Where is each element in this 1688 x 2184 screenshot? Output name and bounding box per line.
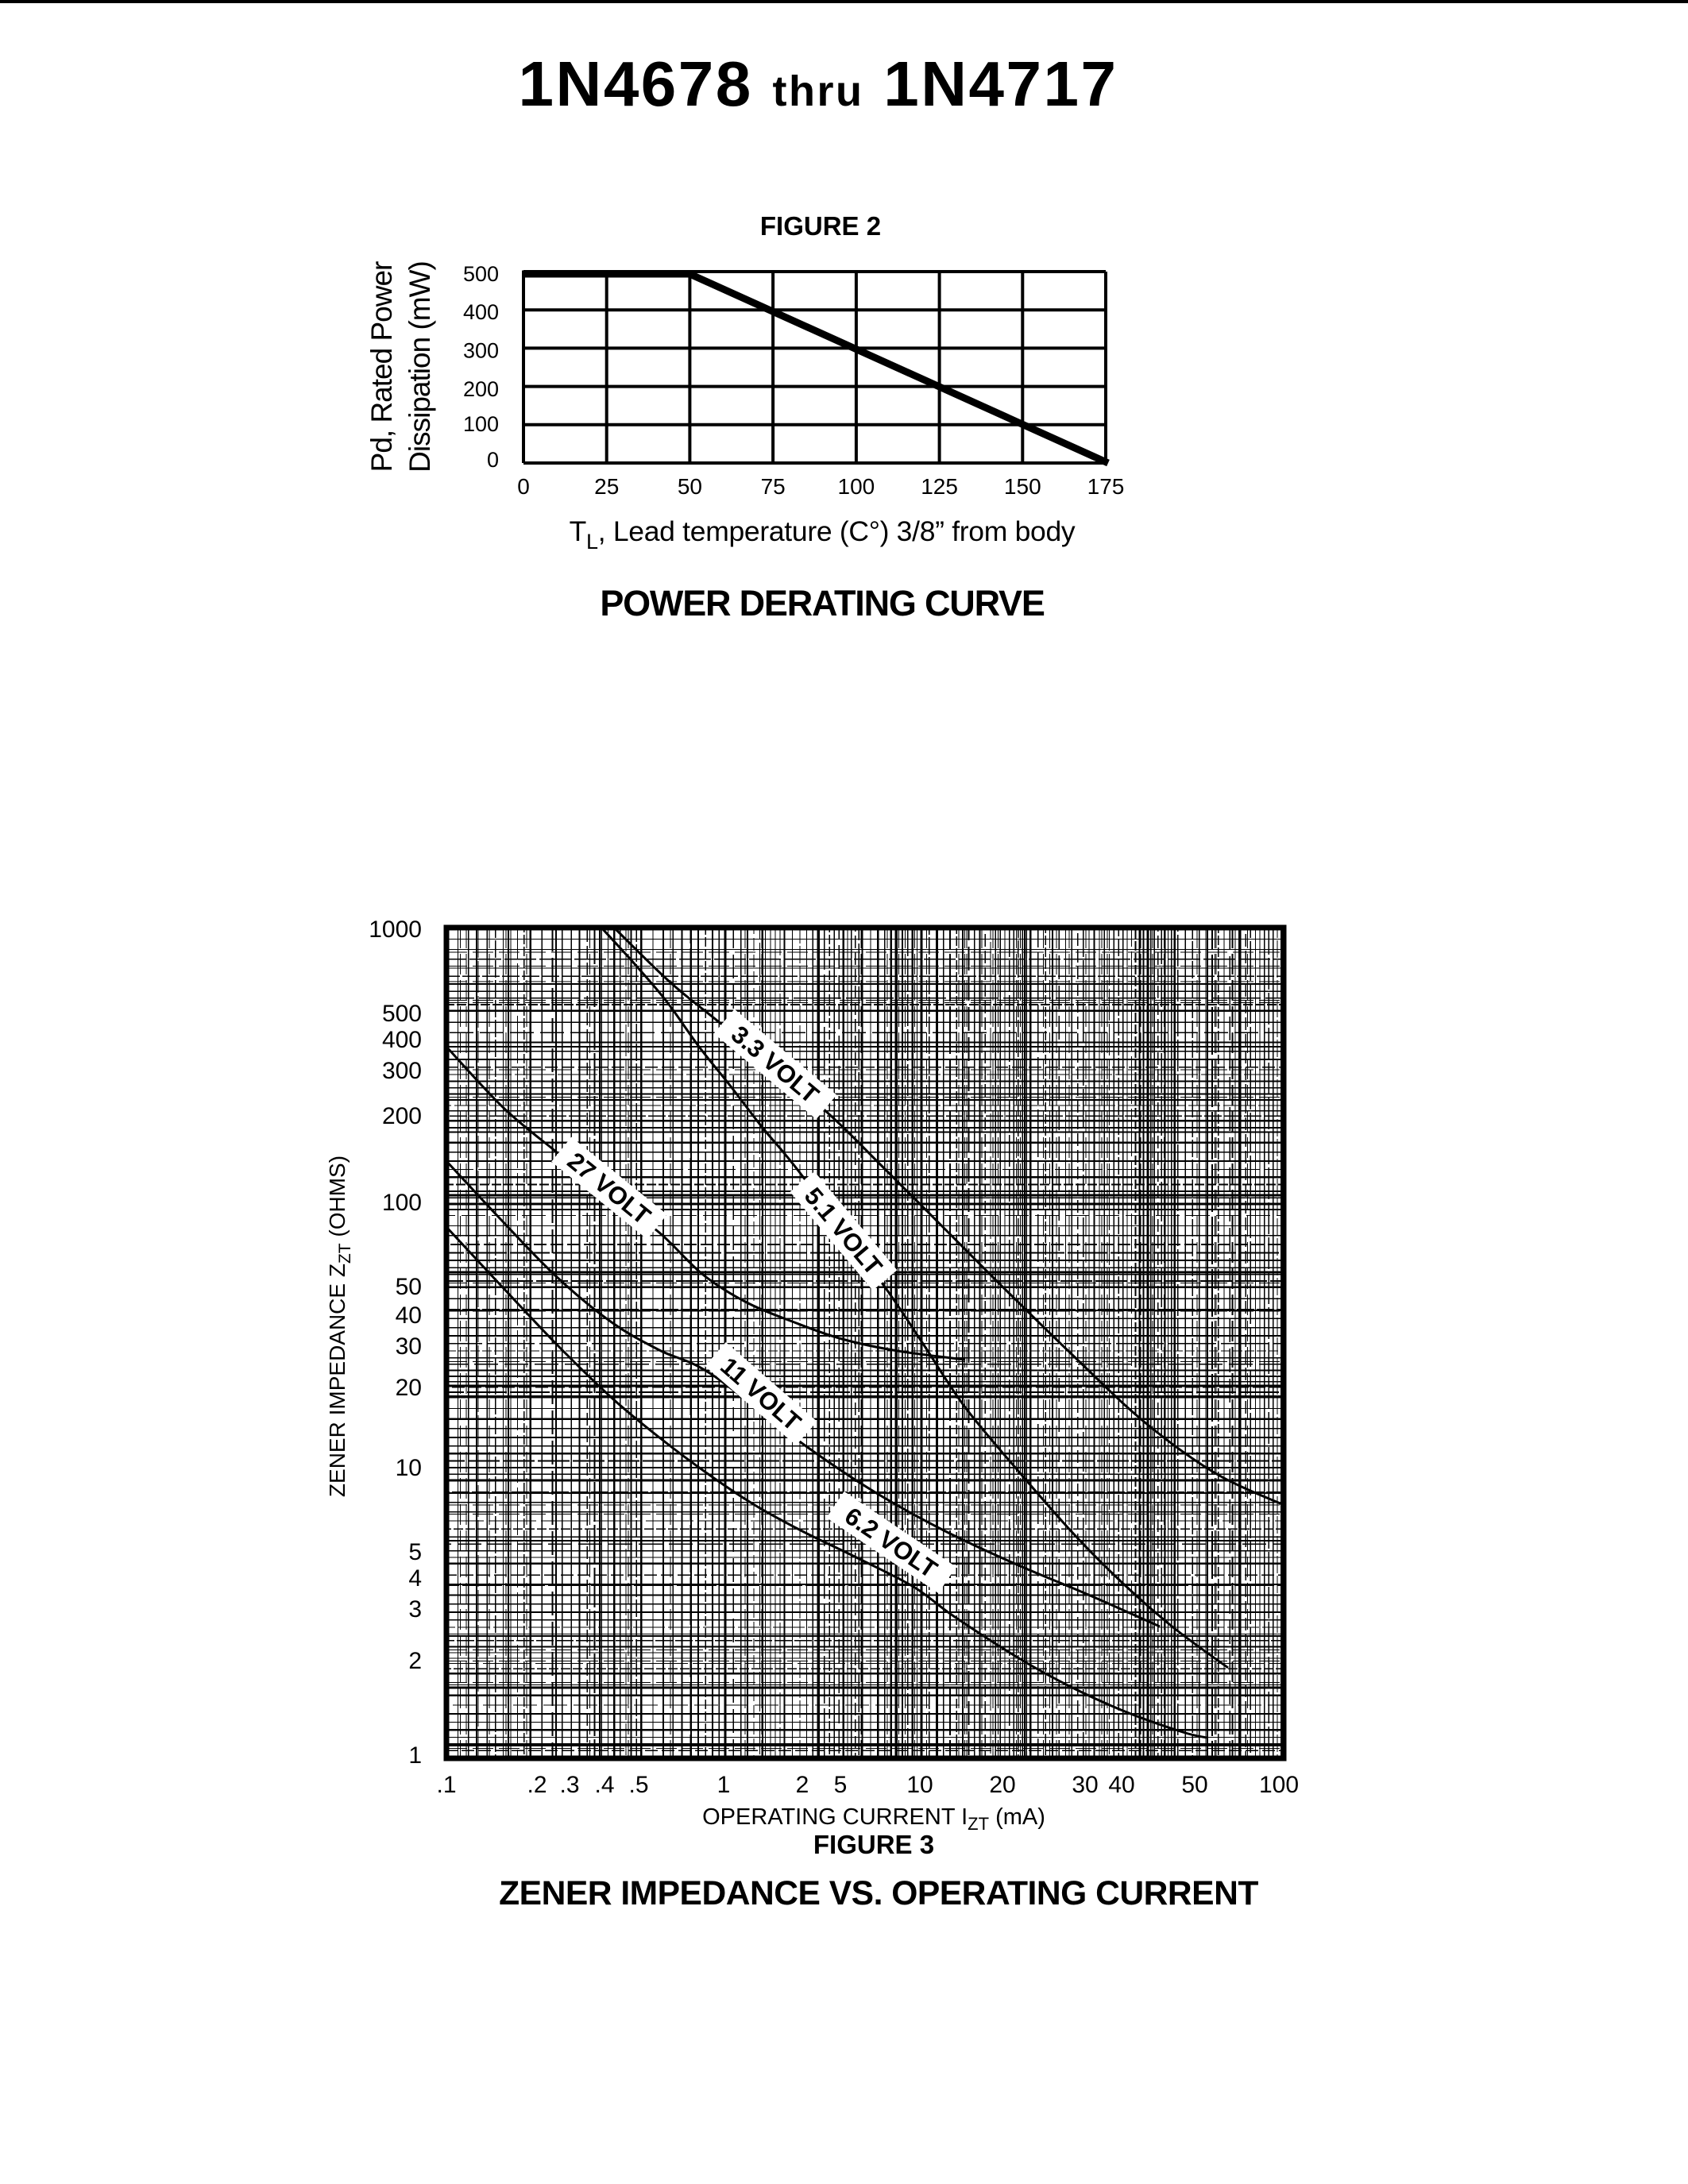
- svg-text:4: 4: [408, 1565, 422, 1592]
- svg-text:100: 100: [838, 474, 875, 499]
- svg-text:100: 100: [1259, 1772, 1299, 1798]
- svg-text:10: 10: [906, 1772, 933, 1798]
- svg-text:Dissipation (mW): Dissipation (mW): [404, 261, 436, 473]
- svg-text:1: 1: [408, 1742, 422, 1769]
- svg-text:20: 20: [989, 1772, 1015, 1798]
- svg-text:.4: .4: [594, 1772, 614, 1798]
- svg-text:25: 25: [594, 474, 619, 499]
- svg-text:50: 50: [396, 1274, 422, 1300]
- svg-text:100: 100: [463, 412, 499, 436]
- svg-text:ZENER IMPEDANCE ZZT (OHMS): ZENER IMPEDANCE ZZT (OHMS): [325, 1156, 354, 1497]
- svg-text:FIGURE 3: FIGURE 3: [813, 1830, 934, 1859]
- svg-text:10: 10: [396, 1455, 422, 1481]
- svg-text:50: 50: [1181, 1772, 1207, 1798]
- svg-text:40: 40: [1108, 1772, 1134, 1798]
- svg-text:300: 300: [382, 1058, 422, 1084]
- svg-text:400: 400: [382, 1027, 422, 1053]
- svg-text:POWER DERATING CURVE: POWER DERATING CURVE: [600, 583, 1045, 623]
- svg-text:ZENER IMPEDANCE VS. OPERATING: ZENER IMPEDANCE VS. OPERATING CURRENT: [499, 1874, 1258, 1912]
- svg-text:2: 2: [796, 1772, 809, 1798]
- svg-text:.5: .5: [628, 1772, 648, 1798]
- svg-text:1N4678 thru 1N4717: 1N4678 thru 1N4717: [519, 48, 1118, 119]
- svg-text:30: 30: [396, 1333, 422, 1360]
- svg-text:.2: .2: [527, 1772, 547, 1798]
- svg-text:1: 1: [717, 1772, 731, 1798]
- svg-text:.3: .3: [559, 1772, 579, 1798]
- svg-text:500: 500: [382, 1001, 422, 1027]
- svg-text:Pd, Rated Power: Pd, Rated Power: [365, 261, 398, 472]
- svg-text:5: 5: [408, 1539, 422, 1565]
- svg-text:1000: 1000: [369, 916, 422, 943]
- svg-text:200: 200: [463, 377, 499, 401]
- svg-text:100: 100: [382, 1190, 422, 1216]
- svg-text:400: 400: [463, 300, 499, 324]
- svg-text:150: 150: [1004, 474, 1041, 499]
- svg-text:.1: .1: [436, 1772, 456, 1798]
- svg-text:75: 75: [761, 474, 786, 499]
- svg-text:300: 300: [463, 339, 499, 363]
- svg-text:500: 500: [463, 262, 499, 286]
- svg-text:TL, Lead temperature (C°) 3/8”: TL, Lead temperature (C°) 3/8” from body: [570, 515, 1076, 554]
- svg-text:20: 20: [396, 1375, 422, 1401]
- svg-text:175: 175: [1087, 474, 1125, 499]
- svg-text:40: 40: [396, 1302, 422, 1329]
- svg-text:50: 50: [678, 474, 702, 499]
- svg-text:3: 3: [408, 1596, 422, 1623]
- svg-text:2: 2: [408, 1648, 422, 1674]
- svg-text:FIGURE 2: FIGURE 2: [760, 211, 881, 241]
- svg-text:30: 30: [1072, 1772, 1098, 1798]
- svg-text:0: 0: [487, 448, 499, 472]
- svg-text:200: 200: [382, 1103, 422, 1129]
- svg-text:0: 0: [517, 474, 530, 499]
- svg-text:125: 125: [921, 474, 958, 499]
- svg-text:5: 5: [834, 1772, 848, 1798]
